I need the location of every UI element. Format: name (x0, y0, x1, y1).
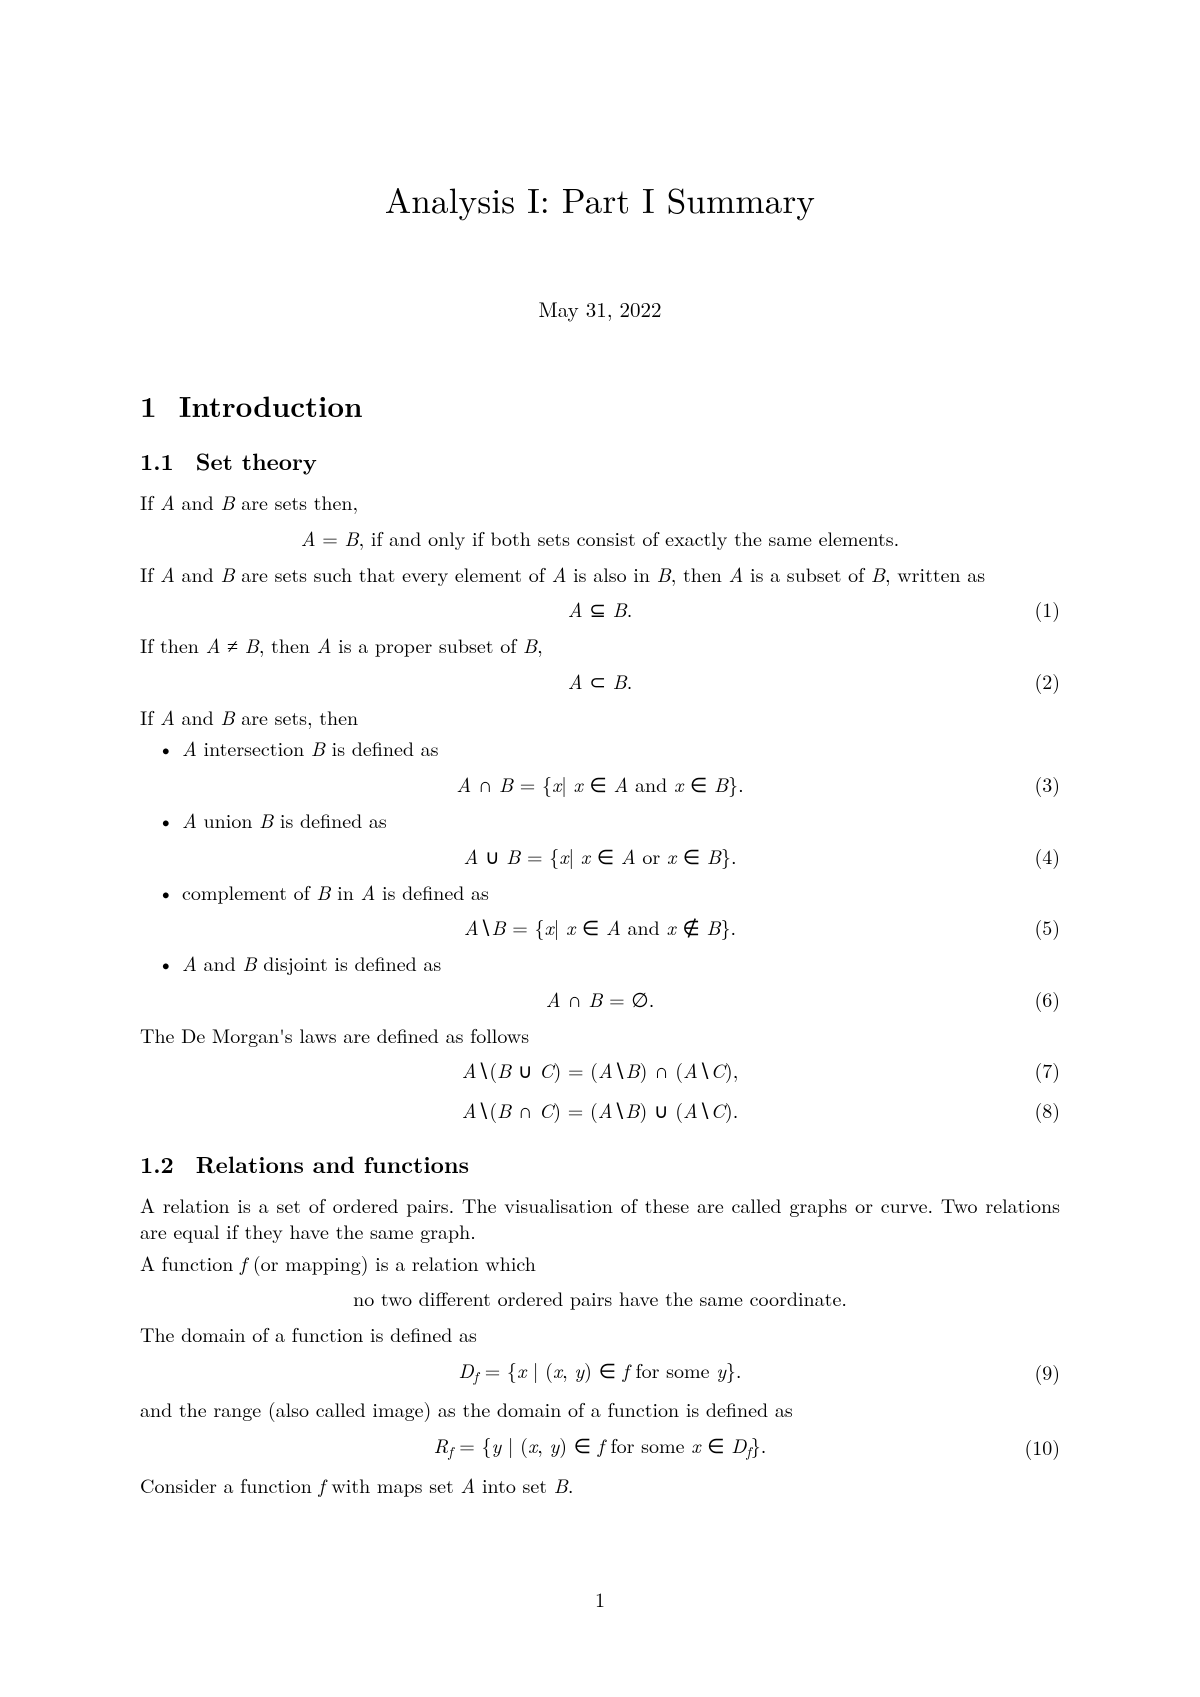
display-equation: no two different ordered pairs have the … (140, 1285, 1060, 1311)
equation-4: A ∪ B = {x| x ∈ A or x ∈ B}. (4) (140, 843, 1060, 869)
doc-title: Analysis I: Part I Summary (140, 175, 1060, 224)
paragraph: A relation is a set of ordered pairs. Th… (140, 1192, 1060, 1243)
equation-5: A∖B = {x| x ∈ A and x ∉ B}. (5) (140, 914, 1060, 940)
list-item: complement of B in A is defined as A∖B =… (182, 879, 1060, 941)
subsection-title: Set theory (196, 444, 317, 477)
equation-7: A∖(B ∪ C) = (A∖B) ∩ (A∖C), (7) (140, 1057, 1060, 1083)
paragraph: If A and B are sets such that every elem… (140, 561, 1060, 587)
equation-number: (7) (1034, 1057, 1060, 1083)
equation-1: A ⊆ B. (1) (140, 596, 1060, 622)
paragraph: The De Morgan's laws are defined as foll… (140, 1022, 1060, 1048)
subsection-number: 1.1 (140, 444, 174, 477)
equation-9: Df = {x | (x, y) ∈ f for some y}. (9) (140, 1357, 1060, 1387)
paragraph: A function f (or mapping) is a relation … (140, 1250, 1060, 1276)
list-item: A intersection B is defined as A ∩ B = {… (182, 735, 1060, 797)
paragraph: and the range (also called image) as the… (140, 1396, 1060, 1422)
subsection-number: 1.2 (140, 1147, 174, 1180)
equation-number: (4) (1034, 843, 1060, 869)
paragraph: If A and B are sets then, (140, 489, 1060, 515)
equation-number: (5) (1034, 914, 1060, 940)
paragraph: If A and B are sets, then (140, 704, 1060, 730)
section-1-heading: 1 Introduction (140, 384, 1060, 426)
list-item: A and B disjoint is defined as A ∩ B = ∅… (182, 950, 1060, 1012)
equation-10: Rf = {y | (x, y) ∈ f for some x ∈ Df}. (… (140, 1432, 1060, 1462)
subsection-1-1-heading: 1.1 Set theory (140, 444, 1060, 477)
paragraph: If then A ≠ B, then A is a proper subset… (140, 632, 1060, 658)
equation-number: (1) (1034, 596, 1060, 622)
page: Analysis I: Part I Summary May 31, 2022 … (0, 0, 1200, 1697)
section-title: Introduction (179, 384, 363, 426)
paragraph: The domain of a function is defined as (140, 1321, 1060, 1347)
list-item: A union B is defined as A ∪ B = {x| x ∈ … (182, 807, 1060, 869)
doc-date: May 31, 2022 (140, 294, 1060, 324)
subsection-title: Relations and functions (196, 1147, 469, 1180)
subsection-1-2-heading: 1.2 Relations and functions (140, 1147, 1060, 1180)
equation-3: A ∩ B = {x| x ∈ A and x ∈ B}. (3) (140, 771, 1060, 797)
equation-number: (9) (1034, 1359, 1060, 1385)
equation-2: A ⊂ B. (2) (140, 668, 1060, 694)
bullet-list: A intersection B is defined as A ∩ B = {… (140, 735, 1060, 1011)
equation-number: (10) (1024, 1434, 1060, 1460)
equation-number: (2) (1034, 668, 1060, 694)
page-number: 1 (0, 1584, 1200, 1613)
equation-number: (8) (1034, 1097, 1060, 1123)
section-number: 1 (140, 384, 157, 426)
equation-8: A∖(B ∩ C) = (A∖B) ∪ (A∖C). (8) (140, 1097, 1060, 1123)
equation-number: (6) (1034, 986, 1060, 1012)
equation-6: A ∩ B = ∅. (6) (140, 986, 1060, 1012)
equation-number: (3) (1034, 771, 1060, 797)
paragraph: Consider a function f with maps set A in… (140, 1472, 1060, 1498)
display-equation: A = B, if and only if both sets consist … (140, 525, 1060, 551)
